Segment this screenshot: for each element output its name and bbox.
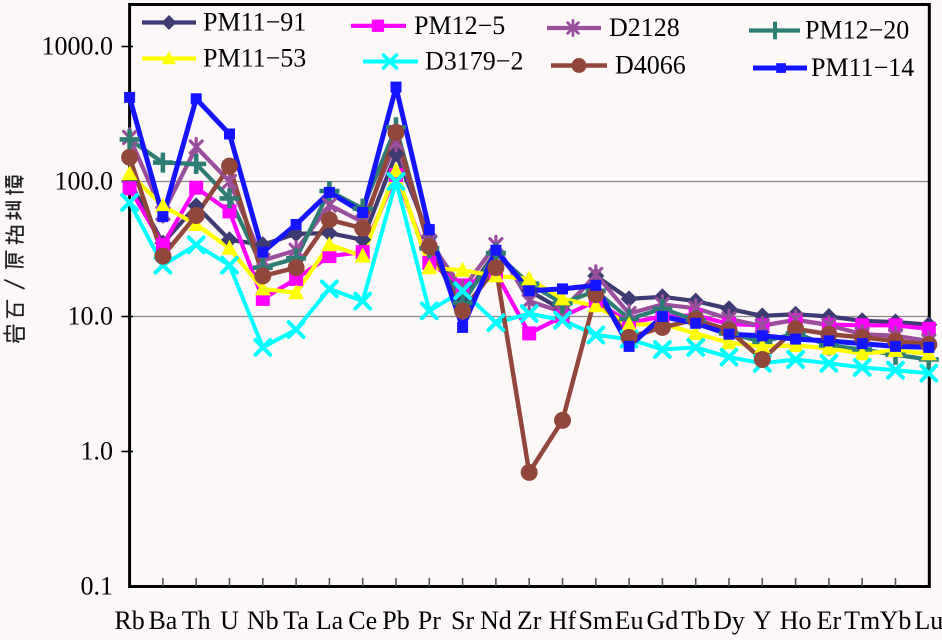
svg-text:Er: Er: [817, 606, 842, 635]
svg-text:1.0: 1.0: [81, 437, 114, 466]
svg-text:Lu: Lu: [914, 606, 942, 635]
svg-text:Tb: Tb: [681, 606, 710, 635]
svg-text:Tm: Tm: [844, 606, 880, 635]
svg-text:D3179−2: D3179−2: [425, 47, 523, 76]
svg-text:Dy: Dy: [713, 606, 745, 635]
svg-text:Rb: Rb: [114, 606, 144, 635]
svg-text:Ta: Ta: [283, 606, 309, 635]
svg-text:1000.0: 1000.0: [42, 32, 114, 61]
svg-text:PM11−91: PM11−91: [203, 8, 306, 37]
svg-text:0.1: 0.1: [81, 572, 114, 601]
svg-text:PM11−14: PM11−14: [811, 53, 914, 82]
svg-text:D2128: D2128: [609, 13, 680, 42]
svg-text:Zr: Zr: [517, 606, 542, 635]
svg-text:Hf: Hf: [549, 606, 577, 635]
svg-text:PM11−53: PM11−53: [203, 44, 306, 73]
svg-text:100.0: 100.0: [55, 167, 114, 196]
svg-text:Nb: Nb: [247, 606, 279, 635]
svg-text:Sr: Sr: [451, 606, 474, 635]
svg-text:Ce: Ce: [348, 606, 377, 635]
svg-text:Y: Y: [753, 606, 772, 635]
svg-text:La: La: [316, 606, 344, 635]
svg-text:D4066: D4066: [615, 51, 686, 80]
svg-text:Gd: Gd: [647, 606, 679, 635]
svg-text:Yb: Yb: [880, 606, 912, 635]
svg-text:U: U: [220, 606, 239, 635]
svg-text:Th: Th: [182, 606, 211, 635]
svg-text:Ho: Ho: [780, 606, 812, 635]
svg-text:PM12−5: PM12−5: [414, 11, 505, 40]
svg-text:Sm: Sm: [578, 606, 613, 635]
svg-text:Pb: Pb: [382, 606, 409, 635]
svg-text:Eu: Eu: [615, 606, 644, 635]
svg-text:10.0: 10.0: [68, 302, 114, 331]
svg-text:Ba: Ba: [148, 606, 177, 635]
svg-text:Pr: Pr: [418, 606, 441, 635]
svg-text:PM12−20: PM12−20: [805, 16, 909, 45]
svg-text:Nd: Nd: [480, 606, 512, 635]
